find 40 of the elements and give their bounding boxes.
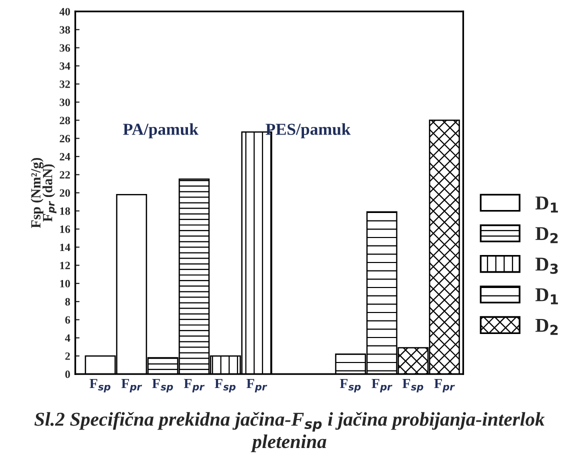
annotation: PES/pamuk [266,123,351,138]
y-axis-title: Fsp (Nm²/g) F$_{pr}$ (daN) [30,158,56,228]
y-tick-label: 26 [60,134,70,142]
y-tick-label: 32 [60,80,70,88]
y-tick-label: 20 [60,189,70,197]
x-tick-label: F$_{pr}$ [246,378,268,392]
y-tick-label: 30 [60,98,70,106]
y-tick-label: 24 [60,153,70,160]
y-tick-label: 12 [60,262,70,270]
y-tick-label: 14 [60,244,70,252]
x-tick-label: F$_{pr}$ [184,378,205,392]
y-tick-label: 38 [60,26,70,34]
annotation: PA/pamuk [123,123,198,138]
y-tick-label: 10 [60,280,70,288]
y-tick-label: 0 [65,370,70,378]
legend-label: D$_{3}$ [535,258,558,274]
x-tick-label: F$_{sp}$ [214,378,236,392]
y-tick-label: 34 [60,62,70,70]
y-tick-label: 2 [65,352,70,360]
y-tick-label: 18 [60,207,70,215]
y-tick-label: 36 [60,44,70,52]
x-tick-label: F$_{pr}$ [121,378,142,392]
legend-label: D$_{1}$ [535,288,558,304]
y-tick-label: 8 [65,298,70,306]
x-tick-label: F$_{pr}$ [372,378,392,392]
x-tick-label: F$_{sp}$ [340,378,361,392]
text: Sl.2 Specifična prekidna jačina-F$_{sp}$ i jačina probijanja-interlok pletenina [34,412,545,452]
y-tick-label: 28 [60,116,70,124]
y-tick-label: 16 [60,226,70,234]
x-tick-label: F$_{sp}$ [402,378,424,392]
y-tick-label: 40 [59,8,70,16]
x-tick-label: F$_{sp}$ [152,378,173,392]
legend-label: D$_{2}$ [535,227,558,244]
legend-label: D$_{1}$ [535,196,558,213]
legend-label: D$_{2}$ [535,318,558,335]
x-tick-label: F$_{pr}$ [434,378,455,392]
y-tick-label: 4 [65,334,70,342]
y-tick-label: 22 [60,171,70,179]
y-tick-label: 6 [65,316,70,324]
x-tick-label: F$_{sp}$ [90,378,110,392]
